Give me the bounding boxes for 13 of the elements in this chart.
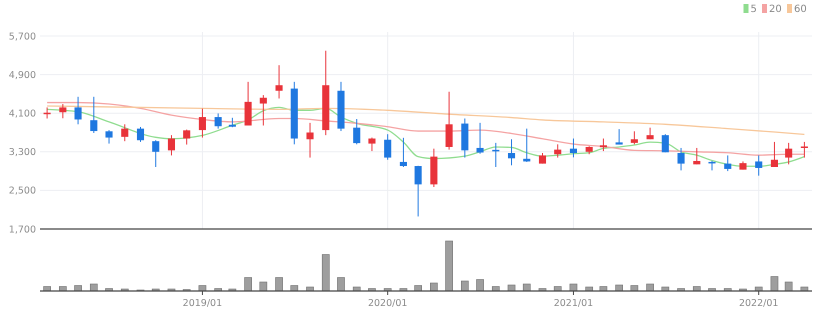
x-tick-label: 2020/01	[368, 298, 408, 309]
y-tick-label: 3,300	[8, 147, 36, 158]
x-tick-label: 2021/01	[554, 298, 594, 309]
y-tick-label: 4,100	[8, 108, 36, 120]
legend-label: 20	[769, 4, 782, 15]
y-tick-label: 2,500	[8, 186, 36, 197]
x-tick-label: 2019/01	[182, 298, 222, 309]
y-tick-label: 5,700	[8, 31, 36, 42]
legend-label: 60	[794, 4, 807, 15]
y-tick-label: 4,900	[8, 70, 36, 81]
y-tick-label: 1,700	[8, 224, 36, 236]
legend-label: 5	[750, 4, 757, 15]
x-tick-label: 2022/01	[738, 298, 778, 309]
